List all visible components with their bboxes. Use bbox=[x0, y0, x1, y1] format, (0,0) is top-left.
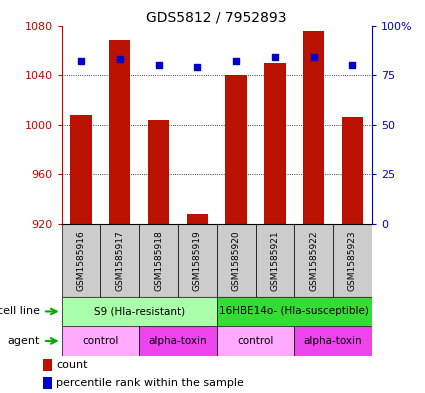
Text: GSM1585916: GSM1585916 bbox=[76, 230, 85, 291]
Bar bbox=[264, 63, 286, 224]
Bar bbox=[187, 214, 208, 224]
Bar bbox=[62, 297, 217, 326]
Text: GSM1585923: GSM1585923 bbox=[348, 230, 357, 291]
Bar bbox=[217, 326, 294, 356]
Bar bbox=[62, 326, 139, 356]
Text: percentile rank within the sample: percentile rank within the sample bbox=[56, 378, 244, 388]
Point bbox=[155, 62, 162, 68]
Text: GSM1585919: GSM1585919 bbox=[193, 230, 202, 291]
Bar bbox=[109, 40, 130, 224]
Title: GDS5812 / 7952893: GDS5812 / 7952893 bbox=[147, 10, 287, 24]
Point bbox=[272, 54, 278, 61]
Point bbox=[310, 54, 317, 61]
Bar bbox=[148, 120, 169, 224]
Text: 16HBE14o- (Hla-susceptible): 16HBE14o- (Hla-susceptible) bbox=[219, 307, 369, 316]
Text: GSM1585918: GSM1585918 bbox=[154, 230, 163, 291]
Bar bbox=[139, 326, 217, 356]
Bar bbox=[303, 31, 324, 224]
Text: GSM1585917: GSM1585917 bbox=[115, 230, 124, 291]
Text: control: control bbox=[82, 336, 119, 346]
Bar bbox=[71, 115, 92, 224]
Bar bbox=[255, 224, 294, 297]
Text: count: count bbox=[56, 360, 88, 370]
Bar bbox=[342, 118, 363, 224]
Text: agent: agent bbox=[8, 336, 40, 346]
Text: control: control bbox=[237, 336, 274, 346]
Bar bbox=[217, 297, 372, 326]
Bar bbox=[62, 224, 100, 297]
Text: GSM1585921: GSM1585921 bbox=[270, 230, 279, 291]
Bar bbox=[139, 224, 178, 297]
Text: S9 (Hla-resistant): S9 (Hla-resistant) bbox=[94, 307, 185, 316]
Bar bbox=[333, 224, 372, 297]
Bar bbox=[294, 224, 333, 297]
Point bbox=[78, 58, 85, 64]
Bar bbox=[42, 377, 52, 389]
Bar bbox=[178, 224, 217, 297]
Bar bbox=[294, 326, 372, 356]
Bar bbox=[226, 75, 247, 224]
Point bbox=[194, 64, 201, 70]
Text: alpha-toxin: alpha-toxin bbox=[304, 336, 363, 346]
Bar bbox=[42, 359, 52, 371]
Point bbox=[349, 62, 356, 68]
Text: GSM1585920: GSM1585920 bbox=[232, 230, 241, 291]
Point bbox=[233, 58, 240, 64]
Text: cell line: cell line bbox=[0, 307, 40, 316]
Bar bbox=[100, 224, 139, 297]
Text: GSM1585922: GSM1585922 bbox=[309, 230, 318, 290]
Bar bbox=[217, 224, 255, 297]
Text: alpha-toxin: alpha-toxin bbox=[149, 336, 207, 346]
Point bbox=[116, 56, 123, 62]
